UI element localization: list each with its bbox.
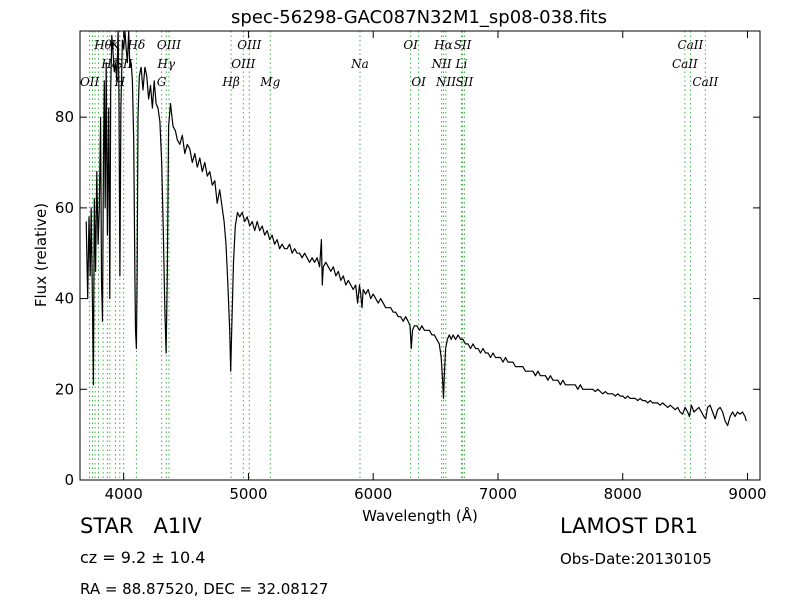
- y-tick-label: 20: [55, 380, 74, 398]
- observation-date: Obs-Date:20130105: [560, 550, 712, 568]
- spectral-line-label: NII: [435, 75, 456, 89]
- spectral-line-label: CaII: [692, 75, 718, 89]
- spectral-line-label: Hγ: [156, 57, 175, 71]
- spectral-line-label: K: [110, 38, 121, 52]
- spectral-line-label: NII: [431, 57, 452, 71]
- plot-frame: [79, 30, 761, 481]
- spectral-line-label: CaII: [677, 38, 703, 52]
- y-axis: 0 20 40 60 80: [55, 108, 760, 489]
- spectral-line-label: Hδ: [127, 38, 146, 52]
- object-type: STAR A1IV: [80, 514, 202, 538]
- x-tick-label: 5000: [229, 485, 267, 503]
- coordinates: RA = 88.87520, DEC = 32.08127: [80, 580, 329, 598]
- spectral-line-label: CaII: [672, 57, 698, 71]
- x-tick-label: 8000: [604, 485, 642, 503]
- spectral-line-label: OIII: [231, 57, 255, 71]
- spectral-line-label: Mg: [259, 75, 280, 89]
- chart-title: spec-56298-GAC087N32M1_sp08-038.fits: [231, 7, 607, 28]
- spectral-line-labels: OIIHθHζKHSIIHδGHγOIIIHβOIIIOIIIMgNaOIOIN…: [80, 38, 719, 89]
- spectral-line-label: H: [114, 75, 126, 89]
- y-tick-label: 0: [64, 471, 74, 489]
- spectral-line-label: Li: [455, 57, 468, 71]
- spectral-line-label: Hθ: [93, 38, 112, 52]
- spectral-line-label: SII: [115, 57, 133, 71]
- survey-name: LAMOST DR1: [560, 514, 699, 538]
- spectral-line-label: SII: [454, 38, 472, 52]
- redshift-value: cz = 9.2 ± 10.4: [80, 548, 206, 567]
- spectrum-line: [85, 30, 747, 427]
- spectral-line-label: OII: [80, 75, 100, 89]
- y-tick-label: 80: [55, 108, 74, 126]
- spectral-line-label: SII: [456, 75, 474, 89]
- x-tick-label: 4000: [105, 485, 143, 503]
- spectral-line-label: OI: [403, 38, 418, 52]
- x-axis: 4000 5000 6000 7000 8000 9000: [105, 31, 767, 503]
- spectral-line-label: OI: [411, 75, 426, 89]
- spectral-line-label: Na: [350, 57, 369, 71]
- x-tick-label: 6000: [354, 485, 392, 503]
- x-tick-label: 9000: [728, 485, 766, 503]
- spectral-line-label: Hα: [433, 38, 453, 52]
- spectral-line-label: OIII: [237, 38, 261, 52]
- y-tick-label: 60: [55, 199, 74, 217]
- object-class: STAR: [80, 514, 134, 538]
- y-axis-label: Flux (relative): [32, 203, 50, 307]
- x-axis-label: Wavelength (Å): [362, 506, 478, 525]
- spectral-line-label: OIII: [157, 38, 181, 52]
- spectral-line-label: G: [157, 75, 167, 89]
- spectral-line-label: Hβ: [221, 75, 239, 89]
- y-tick-label: 40: [55, 290, 74, 308]
- spectral-line-markers: [89, 31, 706, 480]
- object-subclass: A1IV: [153, 514, 202, 538]
- x-tick-label: 7000: [479, 485, 517, 503]
